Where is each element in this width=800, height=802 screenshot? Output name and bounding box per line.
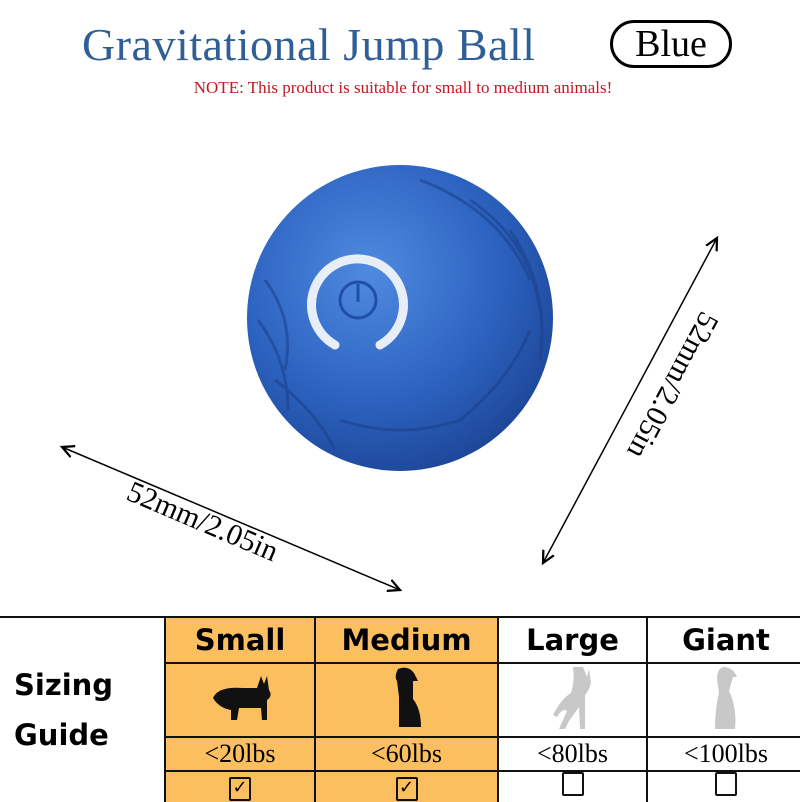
sizing-guide-title: Sizing Guide	[0, 616, 166, 802]
size-small-header: Small	[164, 616, 316, 664]
size-large-header: Large	[497, 616, 648, 664]
shepherd-dog-icon	[552, 667, 591, 729]
checkbox-giant-unchecked	[715, 772, 737, 796]
ball-illustration	[0, 165, 800, 610]
power-icon	[307, 254, 408, 350]
weight-small: <20lbs	[164, 736, 316, 772]
color-badge: Blue	[610, 20, 732, 68]
weight-large: <80lbs	[497, 736, 648, 772]
checkbox-small-checked: ✓	[229, 776, 251, 801]
height-dimension-arrow	[543, 238, 717, 563]
sizing-guide-table: Sizing Guide Small Medium Large Giant <2…	[0, 616, 800, 802]
checkbox-large-unchecked	[561, 772, 584, 796]
size-giant-header: Giant	[646, 616, 800, 664]
product-title: Gravitational Jump Ball	[82, 19, 536, 70]
ball-grooves	[256, 178, 544, 451]
corgi-icon	[213, 676, 271, 720]
weight-medium: <60lbs	[314, 736, 499, 772]
size-medium-header: Medium	[314, 616, 499, 664]
weight-giant: <100lbs	[646, 736, 800, 772]
large-dog-icon	[715, 667, 737, 729]
sitting-dog-icon	[395, 667, 421, 727]
width-dimension-arrow	[62, 447, 400, 590]
checkbox-medium-checked: ✓	[395, 776, 418, 801]
suitability-note: NOTE: This product is suitable for small…	[193, 78, 613, 97]
